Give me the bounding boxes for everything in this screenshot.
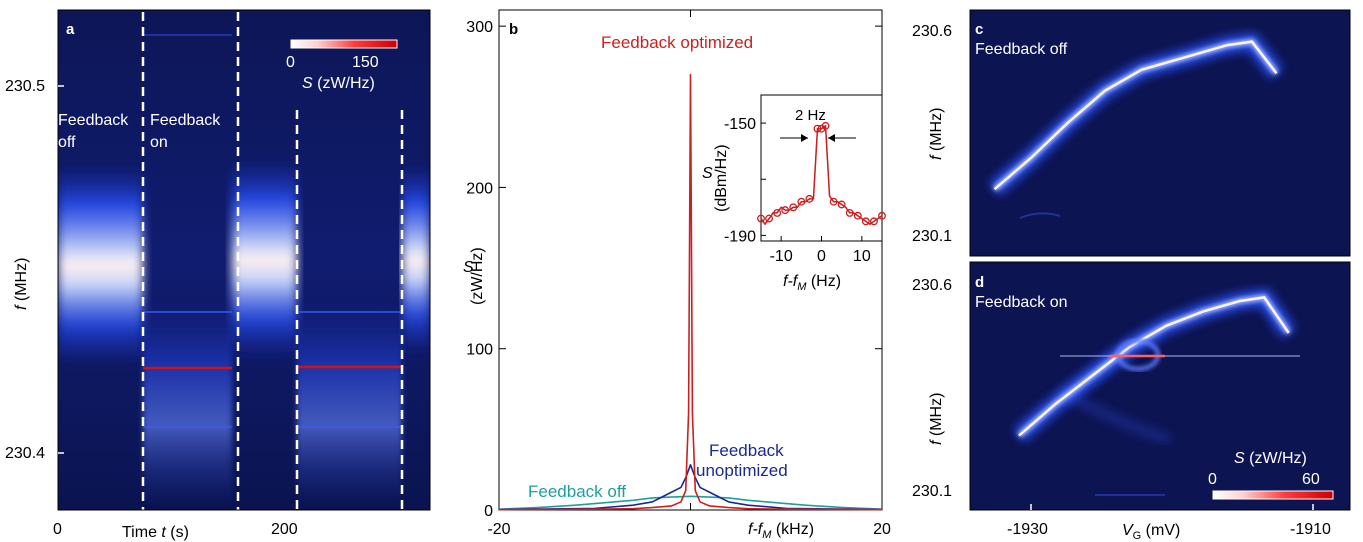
panel-a-frame (57, 9, 431, 511)
panel-b-inset-red-line (760, 124, 883, 226)
panel-b-label-unopt-1: Feedback (709, 441, 784, 460)
panel-b-series (498, 73, 883, 511)
panel-c-ylabel: f (MHz) (928, 108, 945, 160)
panel-a-off-label-2: off (58, 134, 76, 151)
panel-d-letter: d (975, 274, 984, 291)
panel-d-cbar-tick-0: 0 (1208, 471, 1217, 488)
panel-b-inset-point (797, 197, 806, 206)
panel-b-ytick-0: 0 (484, 503, 493, 520)
panel-b-ytick-1: 100 (466, 342, 493, 359)
panel-b-inset-point (845, 208, 854, 217)
panel-a-ytick-0: 230.5 (5, 78, 45, 95)
panel-b-inset-point (765, 214, 774, 223)
panel-a-cbar-label: S (zW/Hz) (302, 75, 375, 92)
panel-b-inset-axes: -190 -150 -10 0 10 (724, 116, 871, 265)
panel-d-xlabel: VG (mV) (1122, 522, 1180, 542)
panel-d-colorbar (1212, 490, 1334, 500)
panel-a-heatmap (57, 9, 431, 511)
panel-d-ytick-1: 230.1 (912, 483, 952, 500)
panel-c-heatmap (969, 9, 1351, 257)
panel-d-label: Feedback on (975, 294, 1068, 311)
panel-c-frame (969, 9, 1351, 257)
panel-a-off-cloud-1 (58, 165, 143, 365)
panel-b-inset-point (805, 194, 814, 203)
panel-a-off-cloud-2 (232, 160, 297, 360)
panel-b-inset-xtick-1: 0 (817, 248, 826, 265)
panel-b-inset-ylabel-unit: (dBm/Hz) (713, 144, 730, 212)
panel-a-ylabel: f (MHz) (13, 258, 30, 310)
panel-b-series-feedback-unoptimized (498, 464, 883, 511)
panel-d-cbar-tick-1: 60 (1302, 471, 1320, 488)
panel-a-colorbar (290, 39, 398, 49)
panel-c-ridge-core (993, 40, 1278, 191)
panel-b-inset-frame (760, 94, 883, 242)
panel-b-inset-ytick-0: -190 (724, 228, 756, 245)
panel-b-inset-series (757, 121, 886, 226)
panel-b-inset-xtick-0: -10 (770, 248, 793, 265)
panel-b-inset-xlabel: f-fM (Hz) (783, 273, 841, 293)
panel-b-inset: -190 -150 -10 0 10 (724, 94, 886, 265)
panel-a-cbar-tick-1: 150 (352, 54, 379, 71)
panel-a-ytick-1: 230.4 (5, 445, 45, 462)
panel-b-inset-point (853, 211, 862, 220)
panel-a-xlabel: Time t (s) (122, 524, 189, 541)
panel-d-ytick-0: 230.6 (912, 277, 952, 294)
panel-c-ytick-0: 230.6 (912, 23, 952, 40)
panel-b-inset-point (789, 203, 798, 212)
panel-d-ridge-core (1018, 296, 1290, 437)
panel-a-on-band-2 (297, 300, 402, 510)
panel-b-inset-point (821, 121, 830, 130)
panel-a-on-label-2: on (150, 134, 168, 151)
panel-b-inset-point (829, 197, 838, 206)
panel-a-off-label-1: Feedback (58, 112, 129, 129)
panel-b-ylabel-unit: (zW/Hz) (469, 247, 486, 305)
panel-b-inset-point (878, 211, 886, 220)
panel-d-ylabel: f (MHz) (928, 393, 945, 445)
panel-d-heatmap (969, 261, 1351, 511)
panel-b-ytick-3: 300 (466, 19, 493, 36)
panel-b-inset-point (869, 217, 878, 226)
panel-b-inset-annotation: 2 Hz (795, 107, 826, 124)
panel-b-inset-point (781, 206, 790, 215)
panel-d-xtick-1: -1910 (1290, 521, 1331, 538)
panel-b-xtick-0: -20 (487, 521, 510, 538)
panel-b-title-optimized: Feedback optimized (601, 33, 753, 52)
panel-a-on-band-1 (143, 300, 232, 510)
panel-b-inset-point (861, 217, 870, 226)
panel-a-cbar-tick-0: 0 (286, 54, 295, 71)
panel-d-xtick-0: -1930 (1007, 521, 1048, 538)
panel-b-inset-ylabel-S: S (702, 165, 713, 182)
panel-d-background (970, 262, 1350, 510)
panel-d-frame (969, 261, 1351, 511)
panel-b-xtick-2: 20 (873, 521, 891, 538)
panel-b-label-unopt-2: unoptimized (696, 461, 788, 480)
panel-b-inset-ytick-2: -150 (724, 116, 756, 133)
panel-b-inset-xtick-2: 10 (853, 248, 871, 265)
panel-c-label: Feedback off (975, 41, 1068, 58)
panel-c-letter: c (975, 21, 983, 38)
panel-a-letter: a (66, 21, 75, 38)
panel-b-ylabel-S: S (463, 259, 474, 276)
panel-b-letter: b (509, 21, 518, 38)
panel-b-xlabel: f-fM (kHz) (748, 521, 814, 541)
panel-d-cbar-label: S (zW/Hz) (1234, 450, 1307, 467)
panel-a-off-cloud-3 (402, 165, 430, 355)
panel-b-inset-point (813, 124, 822, 133)
panel-b-ytick-2: 200 (466, 180, 493, 197)
panel-b-inset-point (837, 200, 846, 209)
panel-b-series-feedback-off (498, 495, 883, 510)
panel-b-series-feedback-optimized (498, 73, 883, 511)
panel-a-xtick-1: 200 (271, 521, 298, 538)
panel-b-xtick-1: 0 (686, 521, 695, 538)
panel-c-ytick-1: 230.1 (912, 228, 952, 245)
panel-b-inset-point (757, 214, 765, 223)
panel-a-xtick-0: 0 (53, 521, 62, 538)
panel-b-inset-point (773, 208, 782, 217)
panel-a-on-label-1: Feedback (150, 112, 221, 129)
panel-b-label-off: Feedback off (528, 482, 626, 501)
